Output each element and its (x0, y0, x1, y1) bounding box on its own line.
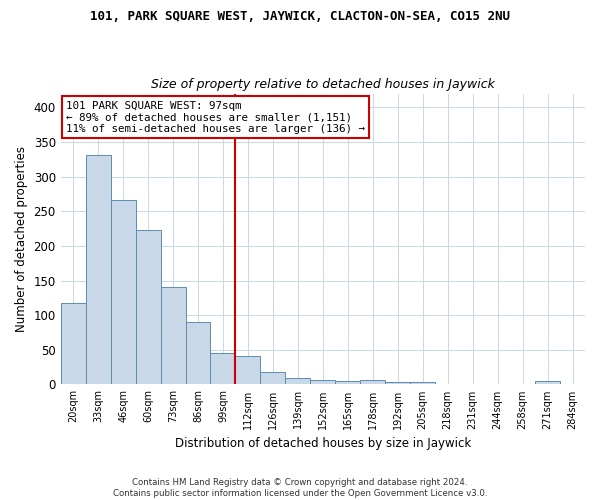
Bar (260, 372, 286, 384)
Y-axis label: Number of detached properties: Number of detached properties (15, 146, 28, 332)
Bar (410, 382, 435, 384)
Bar (136, 230, 161, 384)
Bar (335, 381, 360, 384)
Bar (86, 154, 110, 384)
Text: 101, PARK SQUARE WEST, JAYWICK, CLACTON-ON-SEA, CO15 2NU: 101, PARK SQUARE WEST, JAYWICK, CLACTON-… (90, 10, 510, 23)
Bar (235, 356, 260, 384)
Text: Contains HM Land Registry data © Crown copyright and database right 2024.
Contai: Contains HM Land Registry data © Crown c… (113, 478, 487, 498)
Bar (385, 382, 410, 384)
Bar (185, 322, 211, 384)
Bar (535, 381, 560, 384)
Bar (360, 380, 385, 384)
Bar (211, 354, 235, 384)
Text: 101 PARK SQUARE WEST: 97sqm
← 89% of detached houses are smaller (1,151)
11% of : 101 PARK SQUARE WEST: 97sqm ← 89% of det… (66, 101, 365, 134)
Bar (161, 287, 185, 384)
X-axis label: Distribution of detached houses by size in Jaywick: Distribution of detached houses by size … (175, 437, 471, 450)
Bar (61, 304, 86, 384)
Title: Size of property relative to detached houses in Jaywick: Size of property relative to detached ho… (151, 78, 495, 91)
Bar (310, 380, 335, 384)
Bar (110, 200, 136, 384)
Bar (286, 378, 310, 384)
